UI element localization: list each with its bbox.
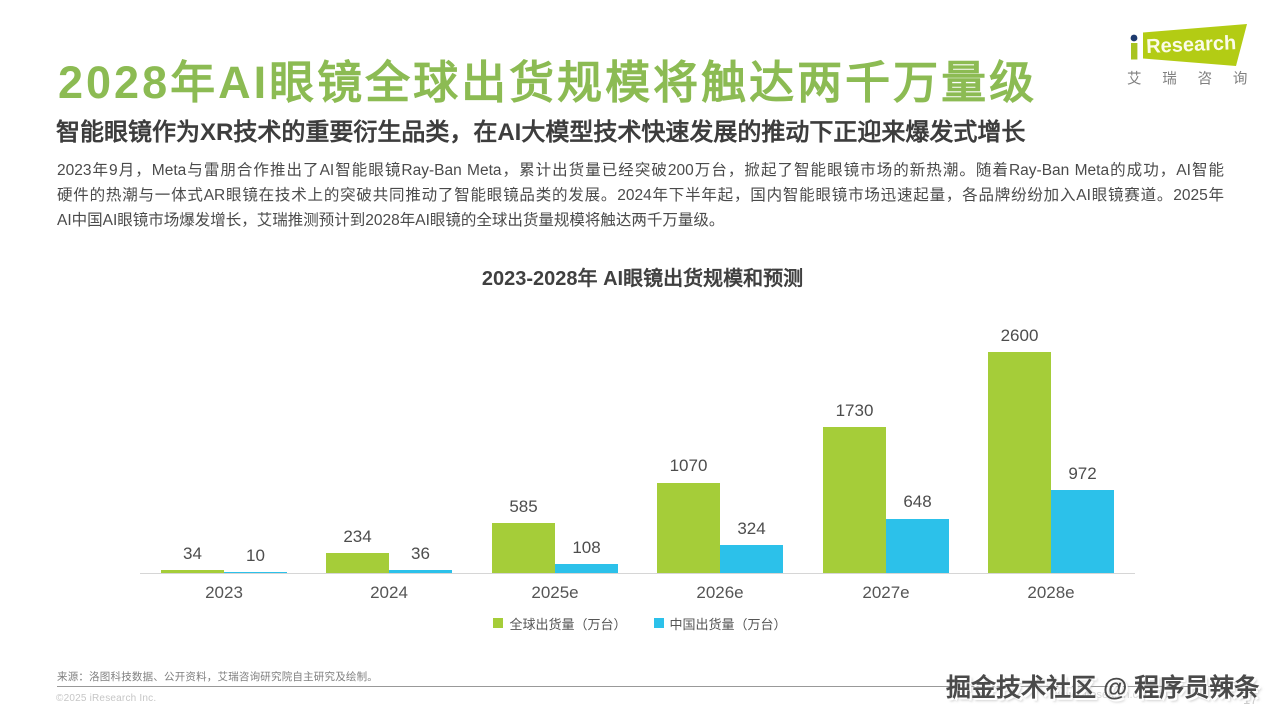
svg-text:Research: Research <box>1146 32 1237 58</box>
svg-text:艾瑞咨询: 艾瑞咨询 <box>1127 71 1254 88</box>
